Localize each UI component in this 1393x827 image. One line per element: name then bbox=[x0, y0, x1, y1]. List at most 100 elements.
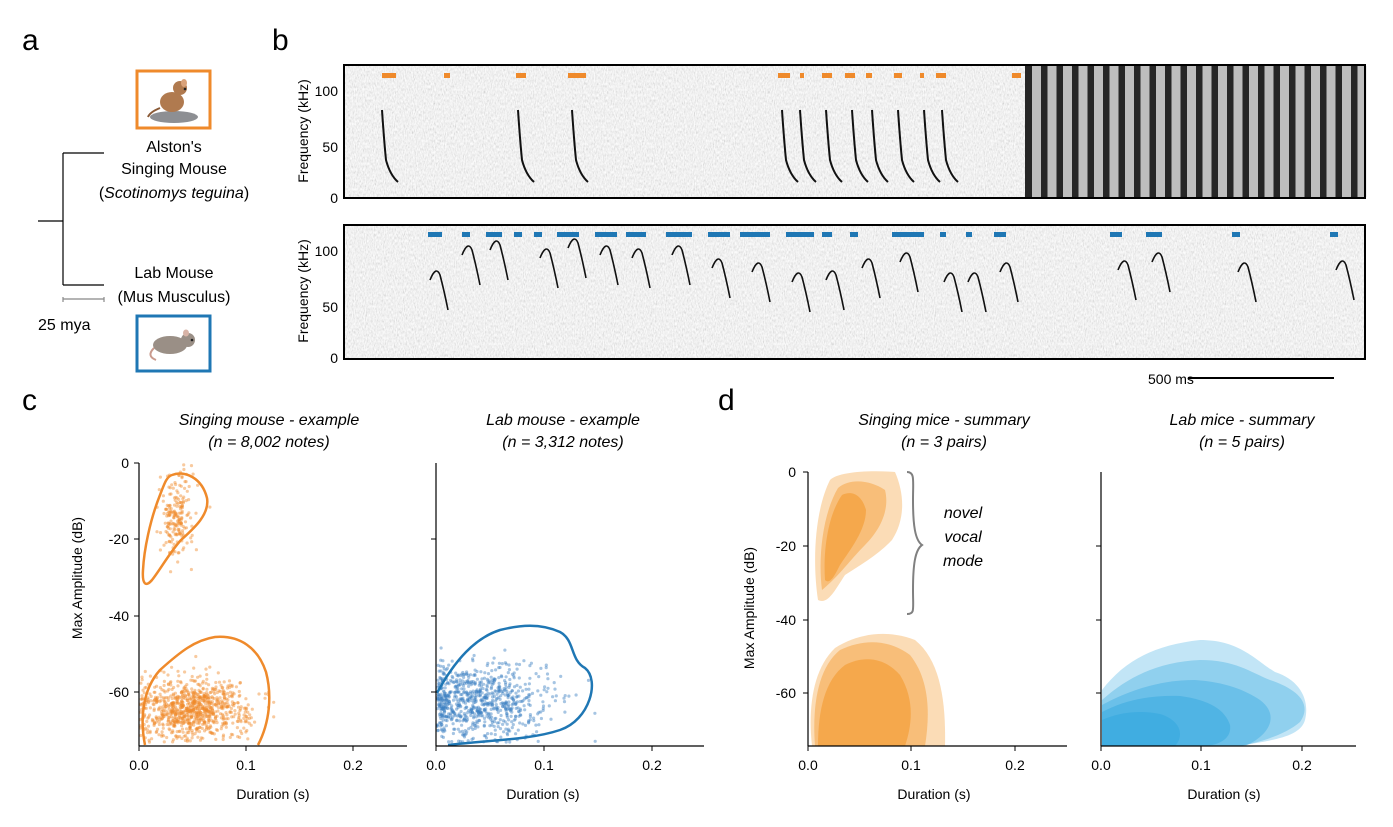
spec-bottom-syllable bbox=[1117, 260, 1137, 301]
c2-point bbox=[469, 683, 473, 687]
c2-point bbox=[472, 701, 476, 705]
c2-point bbox=[440, 720, 444, 724]
d1-ytick-0: 0 bbox=[788, 464, 796, 480]
c2-point bbox=[445, 666, 449, 671]
c1-point bbox=[206, 700, 210, 705]
c2-point bbox=[465, 705, 469, 710]
c2-point bbox=[510, 689, 514, 693]
c2-point bbox=[517, 710, 521, 714]
c2-point bbox=[473, 695, 477, 699]
c2-point bbox=[440, 728, 444, 732]
spec-top-syllable bbox=[781, 109, 799, 183]
c1-point bbox=[222, 695, 226, 700]
c1-point bbox=[168, 486, 172, 490]
c1-point bbox=[167, 485, 171, 489]
c1-point bbox=[174, 696, 178, 700]
c2-point bbox=[491, 661, 495, 665]
c2-point bbox=[442, 726, 446, 730]
c2-point bbox=[508, 682, 512, 686]
c2-point bbox=[437, 669, 441, 673]
c2-point bbox=[505, 713, 509, 718]
c1-point bbox=[167, 513, 171, 517]
c1-point bbox=[172, 510, 176, 515]
c1-point bbox=[206, 717, 211, 722]
c1-point bbox=[181, 716, 185, 721]
c1-point bbox=[213, 716, 218, 720]
c2-point bbox=[501, 702, 505, 706]
c1-point bbox=[240, 731, 244, 736]
c1-point bbox=[224, 711, 228, 715]
c1-point bbox=[180, 716, 184, 720]
c1-point bbox=[223, 701, 227, 705]
c1-point bbox=[166, 673, 170, 677]
c1-point bbox=[178, 504, 182, 509]
d1-ylabel: Max Amplitude (dB) bbox=[741, 547, 757, 669]
c1-point bbox=[215, 699, 219, 703]
c1-point bbox=[145, 728, 149, 732]
c1-point bbox=[190, 723, 194, 727]
c2-point bbox=[449, 706, 453, 710]
c1-point bbox=[192, 720, 196, 724]
c2-point bbox=[457, 702, 461, 706]
c2-point bbox=[461, 684, 466, 688]
c1-point bbox=[166, 682, 171, 687]
c1-point bbox=[174, 734, 178, 738]
c1-point bbox=[192, 699, 196, 703]
c2-point bbox=[442, 702, 446, 706]
spec-top-syllable bbox=[871, 109, 889, 183]
c1-point bbox=[184, 718, 188, 722]
c1-point bbox=[188, 726, 192, 730]
c2-point bbox=[460, 723, 464, 727]
c2-point bbox=[462, 717, 466, 721]
c1-point bbox=[168, 527, 172, 531]
c1-point bbox=[189, 704, 193, 708]
c1-point bbox=[184, 706, 188, 711]
c2-point bbox=[478, 711, 482, 715]
c1-point bbox=[236, 719, 240, 724]
spec-top-syllable bbox=[923, 109, 941, 183]
c1-point bbox=[166, 514, 171, 518]
c2-point bbox=[483, 695, 487, 699]
c2-point bbox=[496, 710, 500, 715]
c1-point bbox=[173, 714, 177, 718]
spec-top-note-marker bbox=[1012, 73, 1021, 78]
c1-point bbox=[230, 700, 234, 704]
c2-point bbox=[458, 683, 462, 687]
c2-point bbox=[444, 692, 448, 696]
c2-point bbox=[459, 715, 463, 719]
c2-point bbox=[442, 710, 447, 715]
c1-point bbox=[183, 526, 187, 530]
c2-point bbox=[492, 706, 496, 710]
c2-point bbox=[511, 702, 515, 706]
c1-point bbox=[179, 716, 183, 721]
c2-point bbox=[492, 707, 496, 711]
c2-point bbox=[462, 687, 466, 691]
c1-point bbox=[149, 694, 153, 699]
c2-point bbox=[477, 711, 481, 715]
c1-point bbox=[202, 720, 206, 724]
c2-point bbox=[476, 725, 480, 729]
c2-point bbox=[447, 695, 451, 699]
c2-point bbox=[514, 691, 518, 695]
c2-point bbox=[488, 692, 492, 696]
c2-point bbox=[476, 709, 480, 713]
c2-point bbox=[462, 681, 467, 686]
c1-point bbox=[164, 702, 169, 706]
c1-point bbox=[162, 689, 166, 693]
c2-point bbox=[441, 665, 445, 669]
c2-point bbox=[442, 667, 446, 671]
c1-point bbox=[232, 715, 236, 719]
c1-point bbox=[198, 725, 202, 729]
c2-point bbox=[454, 678, 459, 682]
spec-top-note-marker bbox=[936, 73, 946, 78]
c1-point bbox=[202, 707, 206, 711]
c2-point bbox=[439, 696, 443, 700]
c1-xtick-0: 0.0 bbox=[129, 757, 149, 773]
c2-point bbox=[492, 679, 496, 683]
c1-point bbox=[193, 699, 197, 703]
c2-point bbox=[446, 703, 450, 707]
c1-point bbox=[174, 532, 178, 536]
c1-point bbox=[237, 717, 241, 721]
c2-point bbox=[593, 739, 597, 743]
c2-point bbox=[447, 699, 451, 704]
